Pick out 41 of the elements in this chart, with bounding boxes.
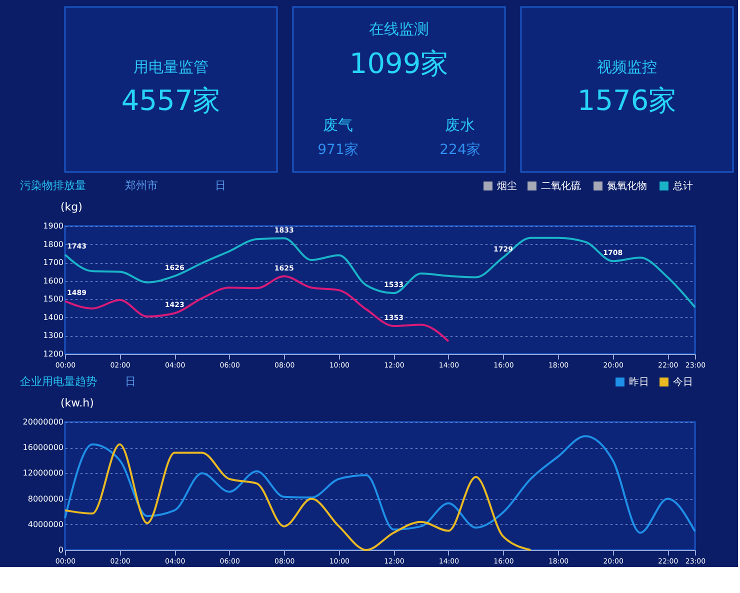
legend-label: 烟尘 bbox=[497, 180, 517, 192]
legend-label: 氮氧化物 bbox=[607, 180, 647, 192]
y-tick-label: 1400 bbox=[43, 312, 64, 322]
text: 视频监控 bbox=[597, 58, 657, 76]
y-tick-label: 20000000 bbox=[22, 418, 64, 426]
chart-title: 污染物排放量 bbox=[20, 179, 86, 192]
text: 在线监测 bbox=[369, 20, 429, 38]
text: 1576家 bbox=[577, 84, 677, 117]
legend-label: 二氧化硫 bbox=[541, 180, 581, 192]
y-tick-label: 12000000 bbox=[22, 468, 64, 478]
y-tick-label: 1300 bbox=[43, 331, 64, 340]
text: 废水 bbox=[445, 116, 475, 134]
text: 用电量监管 bbox=[134, 58, 208, 76]
y-tick-label: 16000000 bbox=[22, 443, 64, 452]
y-tick-label: 4000000 bbox=[28, 520, 64, 529]
line-series bbox=[64, 236, 696, 308]
text: 224家 bbox=[440, 142, 480, 158]
text: 日 bbox=[125, 375, 136, 388]
legend-label: 今日 bbox=[673, 376, 693, 388]
y-tick-label: 0 bbox=[58, 546, 64, 554]
line-series bbox=[64, 443, 532, 551]
text: 971家 bbox=[318, 142, 358, 158]
text: 废气 bbox=[323, 116, 353, 134]
text: 日 bbox=[215, 179, 226, 192]
legend-label: 昨日 bbox=[629, 376, 649, 388]
text: 郑州市 bbox=[125, 179, 158, 192]
y-tick-label: 1700 bbox=[43, 258, 64, 268]
line-series bbox=[64, 275, 450, 342]
y-axis-title: (kw.h) bbox=[60, 396, 94, 410]
y-tick-label: 8000000 bbox=[28, 494, 64, 504]
y-tick-label: 1800 bbox=[43, 240, 64, 249]
y-tick-label: 1500 bbox=[43, 294, 64, 304]
text: 4557家 bbox=[121, 84, 221, 117]
y-axis-title: (kg) bbox=[60, 200, 82, 214]
text: 1099家 bbox=[349, 47, 449, 80]
chart-title: 企业用电量趋势 bbox=[20, 375, 97, 388]
y-tick-label: 1600 bbox=[43, 276, 64, 286]
line-series bbox=[64, 435, 696, 534]
legend-label: 总计 bbox=[672, 180, 693, 192]
y-tick-label: 1900 bbox=[43, 222, 64, 230]
y-tick-label: 1200 bbox=[43, 350, 64, 358]
